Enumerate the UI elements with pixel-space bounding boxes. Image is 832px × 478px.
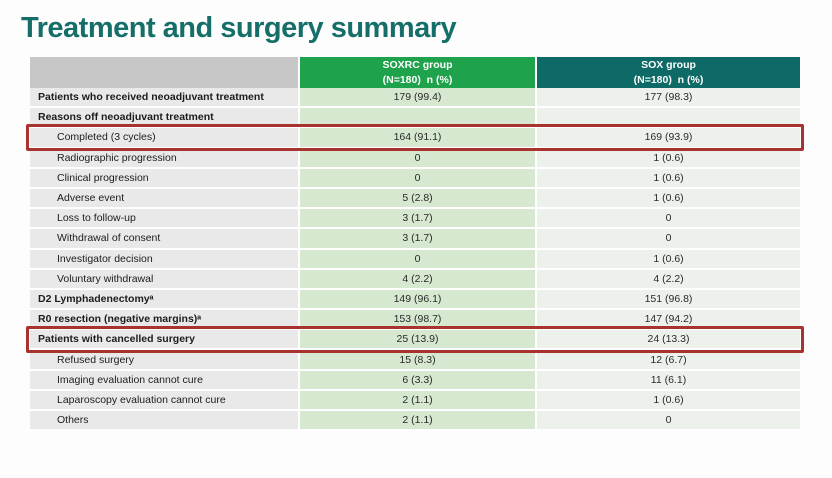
page-title: Treatment and surgery summary <box>21 12 457 44</box>
table-row: Completed (3 cycles) 164 (91.1) 169 (93.9) <box>30 128 800 149</box>
row-label: Voluntary withdrawal <box>30 269 300 290</box>
soxrc-value: 149 (96.1) <box>300 289 537 311</box>
soxrc-value: 179 (99.4) <box>300 88 537 109</box>
sox-value: 4 (2.2) <box>537 269 800 290</box>
sox-value <box>537 108 800 129</box>
soxrc-value: 5 (2.8) <box>300 188 537 210</box>
row-label: Adverse event <box>30 188 300 210</box>
table-row: Clinical progression 0 1 (0.6) <box>30 168 800 189</box>
soxrc-value: 164 (91.1) <box>300 128 537 149</box>
row-label: Investigator decision <box>30 249 300 270</box>
soxrc-value: 3 (1.7) <box>300 209 537 230</box>
row-label: Withdrawal of consent <box>30 229 300 250</box>
soxrc-value <box>300 108 537 129</box>
soxrc-value: 25 (13.9) <box>300 330 537 351</box>
sox-value: 1 (0.6) <box>537 148 800 169</box>
soxrc-group-label: SOXRC group <box>382 59 453 72</box>
table-row: Radiographic progression 0 1 (0.6) <box>30 148 800 169</box>
sox-value: 147 (94.2) <box>537 310 800 331</box>
sox-value: 151 (96.8) <box>537 289 800 311</box>
table-row: Laparoscopy evaluation cannot cure 2 (1.1… <box>30 390 800 411</box>
sox-group-sublabel: (N=180) n (%) <box>633 73 704 86</box>
table-row: Adverse event 5 (2.8) 1 (0.6) <box>30 188 800 210</box>
sox-value: 1 (0.6) <box>537 188 800 210</box>
row-label: Reasons off neoadjuvant treatment <box>30 108 300 129</box>
soxrc-value: 6 (3.3) <box>300 370 537 391</box>
table-row: Investigator decision 0 1 (0.6) <box>30 249 800 270</box>
table-row: D2 Lymphadenectomyᵃ 149 (96.1) 151 (96.8) <box>30 289 800 311</box>
slide-footer: MADRID 2023 ESMO congress Chen LI M.D. a… <box>0 430 832 478</box>
soxrc-group-sublabel: (N=180) n (%) <box>382 73 453 86</box>
row-label: Loss to follow-up <box>30 209 300 230</box>
soxrc-value: 153 (98.7) <box>300 310 537 331</box>
soxrc-value: 2 (1.1) <box>300 390 537 411</box>
soxrc-value: 0 <box>300 249 537 270</box>
table-body: Patients who received neoadjuvant treatm… <box>30 88 800 432</box>
row-label: Patients with cancelled surgery <box>30 330 300 351</box>
row-label: R0 resection (negative margins)ᵃ <box>30 310 300 331</box>
header-cell-soxrc: SOXRC group (N=180) n (%) <box>300 57 537 88</box>
sox-value: 0 <box>537 229 800 250</box>
table-row: Withdrawal of consent 3 (1.7) 0 <box>30 229 800 250</box>
sox-value: 12 (6.7) <box>537 350 800 371</box>
table-row: Refused surgery 15 (8.3) 12 (6.7) <box>30 350 800 371</box>
sox-value: 169 (93.9) <box>537 128 800 149</box>
table-header-row: SOXRC group (N=180) n (%) SOX group (N=1… <box>30 57 800 88</box>
row-label: D2 Lymphadenectomyᵃ <box>30 289 300 311</box>
table-row: Reasons off neoadjuvant treatment <box>30 108 800 129</box>
table-row: Imaging evaluation cannot cure 6 (3.3) 11 … <box>30 370 800 391</box>
row-label: Radiographic progression <box>30 148 300 169</box>
sox-group-label: SOX group <box>641 59 696 72</box>
soxrc-value: 3 (1.7) <box>300 229 537 250</box>
sox-value: 24 (13.3) <box>537 330 800 351</box>
summary-table: SOXRC group (N=180) n (%) SOX group (N=1… <box>26 57 804 432</box>
table-row: Voluntary withdrawal 4 (2.2) 4 (2.2) <box>30 269 800 290</box>
sox-value: 1 (0.6) <box>537 168 800 189</box>
table-row: Patients who received neoadjuvant treatm… <box>30 88 800 109</box>
header-cell-sox: SOX group (N=180) n (%) <box>537 57 800 88</box>
sox-value: 1 (0.6) <box>537 390 800 411</box>
table-row: Loss to follow-up 3 (1.7) 0 <box>30 209 800 230</box>
row-label: Others <box>30 411 300 432</box>
row-label: Completed (3 cycles) <box>30 128 300 149</box>
soxrc-value: 15 (8.3) <box>300 350 537 371</box>
sox-value: 11 (6.1) <box>537 370 800 391</box>
sox-value: 0 <box>537 209 800 230</box>
header-cell-empty <box>30 57 300 88</box>
soxrc-value: 0 <box>300 168 537 189</box>
table-row: R0 resection (negative margins)ᵃ 153 (98.… <box>30 310 800 331</box>
row-label: Refused surgery <box>30 350 300 371</box>
row-label: Imaging evaluation cannot cure <box>30 370 300 391</box>
row-label: Patients who received neoadjuvant treatm… <box>30 88 300 109</box>
sox-value: 177 (98.3) <box>537 88 800 109</box>
soxrc-value: 4 (2.2) <box>300 269 537 290</box>
sox-value: 0 <box>537 411 800 432</box>
row-label: Laparoscopy evaluation cannot cure <box>30 390 300 411</box>
sox-value: 1 (0.6) <box>537 249 800 270</box>
table-row: Patients with cancelled surgery 25 (13.9)… <box>30 330 800 351</box>
soxrc-value: 0 <box>300 148 537 169</box>
soxrc-value: 2 (1.1) <box>300 411 537 432</box>
row-label: Clinical progression <box>30 168 300 189</box>
table-row: Others 2 (1.1) 0 <box>30 411 800 432</box>
